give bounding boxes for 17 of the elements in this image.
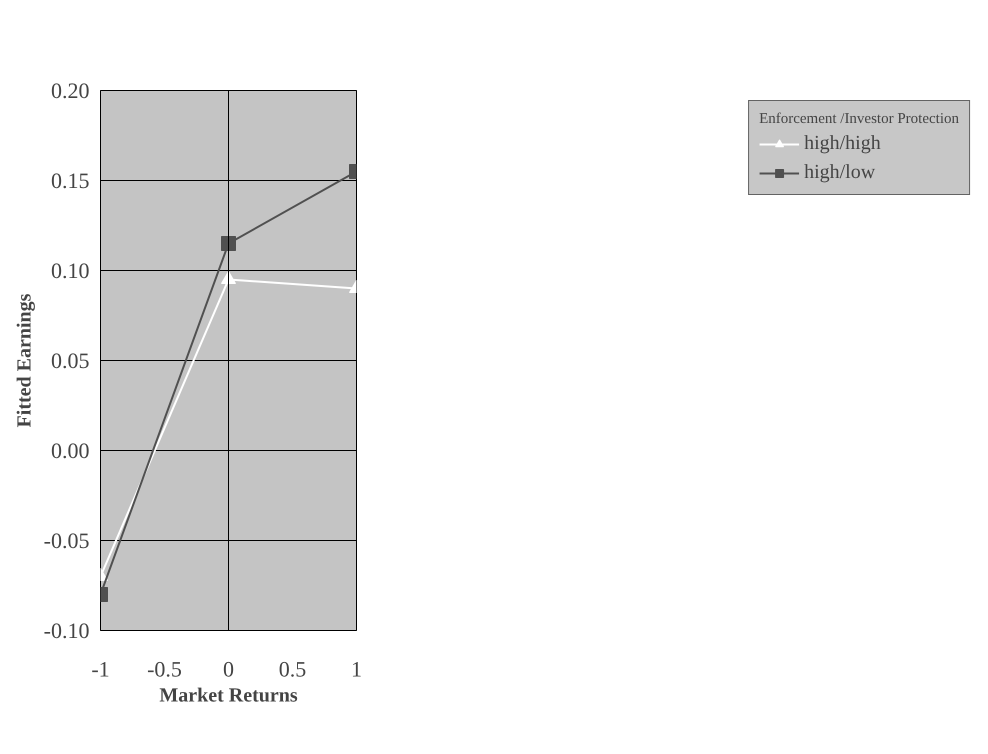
x-tick-label: -1 bbox=[91, 656, 110, 682]
x-tick-label: 0.5 bbox=[278, 656, 306, 682]
legend-title: Enforcement /Investor Protection bbox=[759, 111, 959, 128]
legend-label: high/low bbox=[804, 161, 876, 184]
y-tick-label: 0.15 bbox=[51, 168, 90, 193]
y-tick-label: 0.20 bbox=[51, 78, 90, 103]
legend-label: high/high bbox=[804, 132, 881, 155]
x-axis-title: Market Returns bbox=[159, 684, 298, 706]
y-tick-label: 0.10 bbox=[51, 258, 90, 283]
y-tick-label: 0.00 bbox=[51, 438, 90, 463]
y-axis-title: Fitted Earnings bbox=[14, 293, 36, 428]
x-tick-label: 1 bbox=[351, 656, 362, 682]
x-tick-label: -0.5 bbox=[147, 656, 182, 682]
y-tick-label: -0.05 bbox=[44, 528, 90, 553]
x-tick-label: 0 bbox=[223, 656, 234, 682]
y-tick-label: -0.10 bbox=[44, 618, 90, 643]
y-tick-label: 0.05 bbox=[51, 348, 90, 373]
